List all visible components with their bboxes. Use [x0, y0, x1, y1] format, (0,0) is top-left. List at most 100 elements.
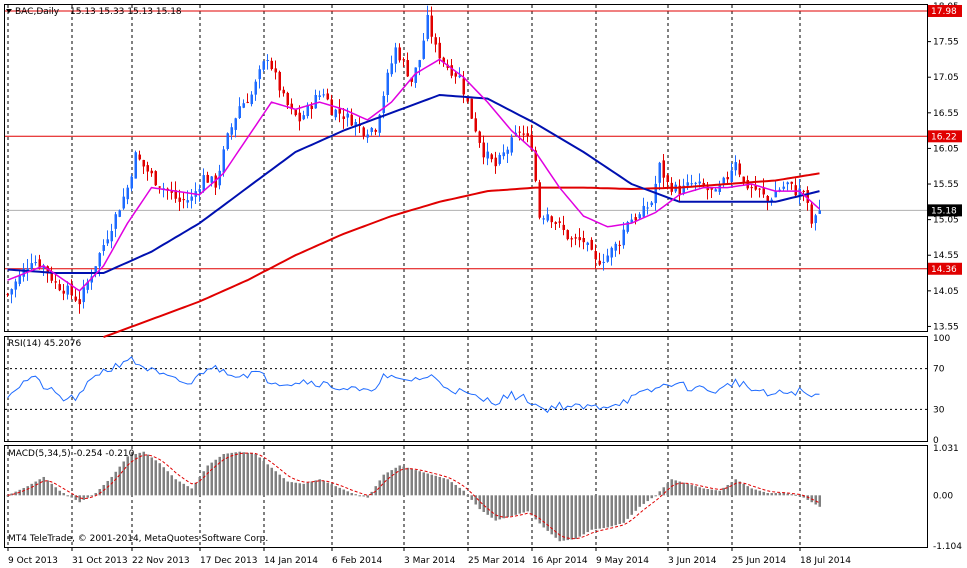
rsi-tick-label: 30 [933, 405, 945, 415]
macd-histogram-bar [210, 462, 213, 496]
candle-body [722, 177, 725, 184]
macd-histogram-bar [610, 495, 613, 527]
candle-body [442, 57, 445, 63]
macd-histogram-bar [582, 495, 585, 535]
candle-body [510, 137, 513, 153]
macd-histogram-bar [338, 487, 341, 496]
candle-body [638, 214, 641, 219]
candle-body [502, 152, 505, 157]
macd-histogram-bar [78, 495, 81, 503]
macd-histogram-bar [266, 464, 269, 496]
macd-histogram-bar [230, 452, 233, 496]
macd-histogram-bar [254, 454, 257, 496]
candle-body [302, 115, 305, 120]
candle-body [342, 116, 345, 119]
candle-body [206, 174, 209, 183]
macd-histogram-bar [794, 494, 797, 496]
macd-histogram-bar [626, 495, 629, 519]
candle-body [590, 239, 593, 250]
macd-histogram-bar [542, 495, 545, 528]
time-tick-label: 3 Mar 2014 [404, 556, 456, 566]
candle-body [698, 181, 701, 184]
candle-body [390, 63, 393, 75]
macd-histogram-bar [446, 479, 449, 496]
candle-body [78, 299, 81, 305]
candle-body [398, 47, 401, 61]
header-dropdown-icon[interactable] [6, 9, 12, 13]
price-line-tag [928, 130, 962, 143]
macd-histogram-bar [726, 484, 729, 496]
macd-histogram-bar [618, 495, 621, 525]
candle-body [118, 210, 121, 217]
macd-indicator [6, 451, 821, 542]
candle-body [174, 190, 177, 199]
candle-body [46, 266, 49, 274]
macd-histogram-bar [202, 471, 205, 496]
candle-body [330, 99, 333, 115]
candle-body [278, 71, 281, 91]
macd-histogram-bar [474, 495, 477, 505]
candle-body [614, 243, 617, 251]
macd-histogram-bar [70, 495, 73, 498]
macd-histogram-bar [490, 495, 493, 518]
macd-histogram-bar [674, 480, 677, 496]
candle-body [714, 189, 717, 192]
candle-body [382, 95, 385, 114]
candle-body [566, 230, 569, 240]
candle-body [214, 175, 217, 188]
macd-histogram-bar [394, 467, 397, 496]
candle-body [186, 200, 189, 203]
macd-histogram-bar [502, 495, 505, 519]
price-tick-label: 16.05 [933, 144, 959, 154]
time-tick-label: 14 Jan 2014 [264, 556, 318, 566]
macd-histogram-bar [770, 493, 773, 496]
macd-histogram-bar [270, 467, 273, 496]
macd-histogram-bar [714, 490, 717, 496]
candle-body [102, 245, 105, 251]
macd-histogram-bar [630, 495, 633, 515]
candle-body [646, 207, 649, 209]
macd-histogram-bar [46, 480, 49, 496]
price-tick-label: 17.55 [933, 38, 959, 48]
macd-histogram-bar [690, 484, 693, 496]
macd-histogram-bar [146, 454, 149, 496]
macd-histogram-bar [314, 480, 317, 496]
rsi-tick-label: 0 [933, 436, 939, 446]
candle-body [718, 185, 721, 193]
candle-body [786, 182, 789, 185]
candle-body [462, 78, 465, 95]
macd-histogram-bar [594, 495, 597, 530]
candle-body [526, 133, 529, 137]
candle-body [730, 170, 733, 182]
candle-body [246, 101, 249, 103]
candle-body [474, 118, 477, 132]
candle-body [86, 281, 89, 290]
macd-histogram-bar [438, 476, 441, 496]
price-line-tag-label: 16.22 [931, 132, 957, 142]
macd-histogram-bar [274, 471, 277, 496]
candle-body [706, 186, 709, 191]
macd-tick-label: -1.104 [933, 542, 962, 552]
candle-body [778, 189, 781, 191]
candle-body [370, 127, 373, 132]
macd-histogram-bar [706, 489, 709, 496]
header-ohlc: 15.13 15.33 15.13 15.18 [70, 7, 182, 17]
macd-histogram-bar [34, 481, 37, 496]
candle-body [582, 237, 585, 243]
macd-histogram-bar [158, 463, 161, 496]
candle-body [130, 176, 133, 189]
macd-histogram-bar [738, 481, 741, 496]
candle-body [538, 182, 541, 218]
macd-histogram-bar [86, 495, 89, 498]
macd-histogram-bar [534, 495, 537, 520]
macd-histogram-bar [570, 495, 573, 540]
candle-body [386, 72, 389, 95]
candle-body [314, 94, 317, 109]
header-symbol: BAC,Daily [15, 7, 60, 17]
price-tick-label: 17.05 [933, 73, 959, 83]
candle-body [790, 181, 793, 184]
macd-histogram-bar [566, 495, 569, 541]
candle-body [250, 94, 253, 105]
candle-body [682, 185, 685, 194]
price-tick-label: 15.55 [933, 180, 959, 190]
